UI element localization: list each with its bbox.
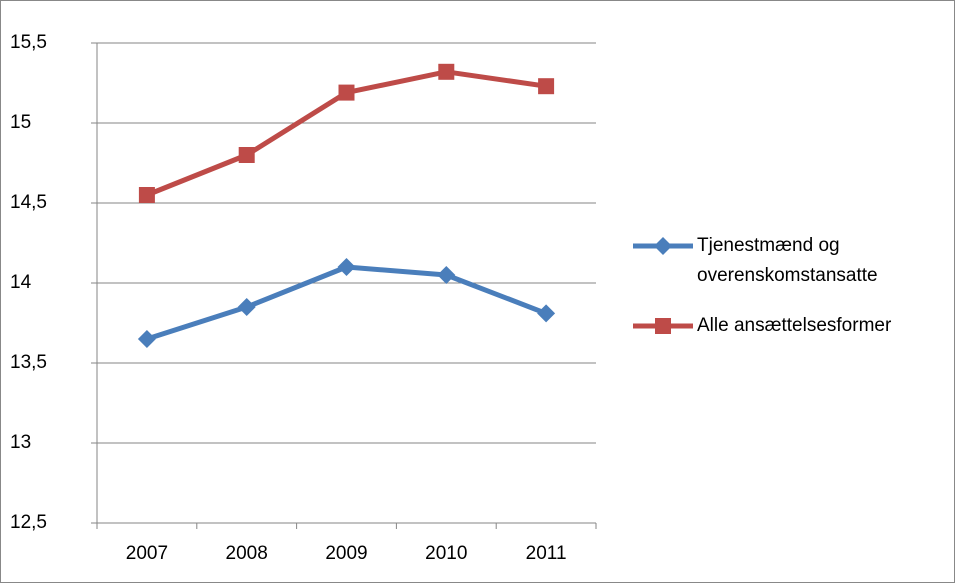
marker [655,318,671,334]
marker [654,237,672,255]
marker [538,78,555,95]
marker [137,330,156,348]
y-tick-label: 14,5 [10,192,47,213]
marker [237,298,256,316]
x-tick-label: 2008 [226,543,268,564]
marker [138,187,155,203]
marker [537,304,556,323]
x-tick-label: 2011 [526,543,567,564]
y-tick-label: 13 [10,432,31,453]
y-tick-label: 14 [10,272,32,293]
legend-label: Alle ansættelsesformer [697,315,892,336]
marker [438,63,455,80]
legend-label: Tjenestmænd og overenskomstansatte [697,235,878,286]
y-tick-label: 15,5 [10,32,47,53]
marker [337,258,356,276]
x-tick-label: 2009 [325,543,367,564]
y-tick-label: 13,5 [10,352,47,373]
y-tick-label: 12,5 [10,512,47,533]
x-tick-label: 2007 [126,543,168,564]
marker [338,84,355,101]
marker [238,147,255,163]
x-tick-label: 2010 [425,543,467,564]
y-tick-label: 15 [10,112,31,133]
marker [437,266,456,284]
